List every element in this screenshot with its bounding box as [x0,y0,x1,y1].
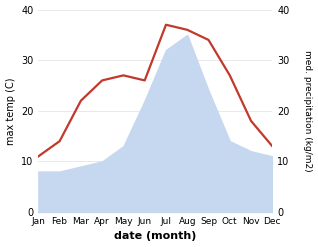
Y-axis label: med. precipitation (kg/m2): med. precipitation (kg/m2) [303,50,313,172]
X-axis label: date (month): date (month) [114,231,197,242]
Y-axis label: max temp (C): max temp (C) [5,77,16,144]
